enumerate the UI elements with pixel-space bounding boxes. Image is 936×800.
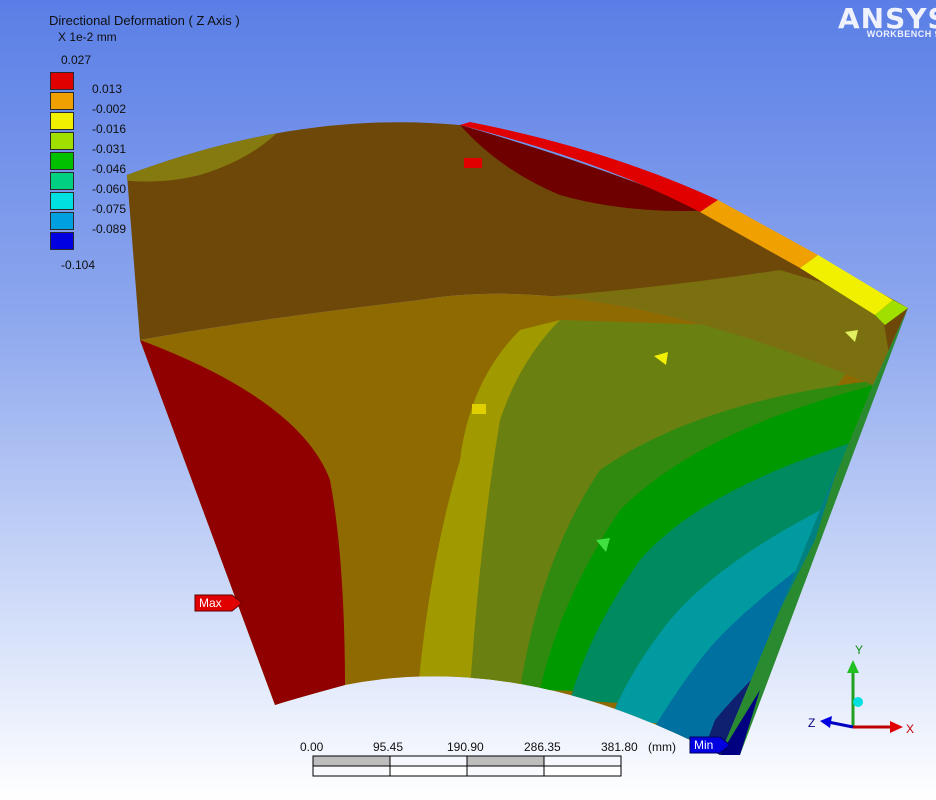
logo-product: WORKBENCH 9.0: [866, 29, 936, 39]
x-arrow-icon: [890, 721, 903, 733]
legend-swatch-6: [50, 192, 74, 210]
legend-level-labels: 0.013 -0.002 -0.016 -0.031 -0.046 -0.060 -0.07…: [92, 81, 126, 241]
front-contour-dark-red: [140, 340, 345, 720]
max-marker: [194, 594, 243, 612]
triad-x-label: X: [906, 722, 914, 736]
scale-tick-4: 381.80: [601, 740, 638, 754]
legend-swatch-7: [50, 212, 74, 230]
legend-min-value: -0.104: [61, 258, 96, 272]
scale-tick-2: 190.90: [447, 740, 484, 754]
scale-seg-1: [312, 755, 391, 767]
legend-level-5: -0.060: [92, 182, 127, 196]
scale-tick-0: 0.00: [300, 740, 324, 754]
probe-box-2: [472, 404, 486, 414]
rim-lime: [875, 300, 908, 325]
scale-bar: [312, 755, 622, 777]
min-marker: [689, 736, 731, 754]
legend-swatch-8: [50, 232, 74, 250]
legend-level-2: -0.016: [92, 122, 127, 136]
probe-arrow-1: [654, 352, 668, 365]
scale-tick-3: 286.35: [524, 740, 561, 754]
axis-triad[interactable]: X Y Z: [808, 643, 914, 736]
max-marker-label: Max: [199, 596, 222, 610]
legend-title: Directional Deformation ( Z Axis ): [49, 13, 240, 28]
top-contour-olive-left: [127, 130, 280, 182]
legend-level-4: -0.046: [92, 162, 127, 176]
rim-orange: [700, 200, 818, 268]
legend-swatch-4: [50, 152, 74, 170]
legend-swatch-2: [50, 112, 74, 130]
scale-frame: [312, 755, 622, 777]
legend-level-0: 0.013: [92, 82, 123, 96]
scale-labels: 0.00 95.45 190.90 286.35 381.80 (mm): [290, 740, 690, 756]
z-arrow-icon: [820, 716, 832, 728]
legend-level-6: -0.075: [92, 202, 127, 216]
scale-seg-4: [543, 765, 622, 777]
legend-max-value: 0.027: [61, 53, 92, 67]
rim-red: [460, 122, 718, 212]
triad-origin-icon: [853, 697, 863, 707]
legend-level-1: -0.002: [92, 102, 127, 116]
probe-arrow-3: [596, 538, 610, 552]
min-marker-label: Min: [694, 738, 713, 752]
scale-tick-1: 95.45: [373, 740, 404, 754]
legend-swatch-5: [50, 172, 74, 190]
ansys-logo: ANSYS WORKBENCH 9.0: [838, 2, 936, 39]
scale-unit: (mm): [648, 740, 676, 754]
legend-color-bar[interactable]: [50, 72, 74, 252]
triad-y-label: Y: [855, 643, 863, 657]
side-face-navy: [720, 690, 760, 755]
legend-swatch-0: [50, 72, 74, 90]
scale-seg-2: [389, 765, 468, 777]
legend-level-3: -0.031: [92, 142, 127, 156]
legend-unit: X 1e-2 mm: [58, 30, 117, 44]
triad-z-label: Z: [808, 716, 815, 730]
legend-swatch-3: [50, 132, 74, 150]
y-arrow-icon: [847, 660, 859, 673]
scale-seg-3: [466, 755, 545, 767]
side-face-teal: [780, 460, 840, 610]
legend-swatch-1: [50, 92, 74, 110]
logo-name: ANSYS: [838, 2, 936, 35]
rim-yellow: [800, 255, 893, 315]
probe-arrow-2: [845, 330, 858, 342]
probe-box-1: [464, 158, 482, 168]
legend-level-7: -0.089: [92, 222, 127, 236]
